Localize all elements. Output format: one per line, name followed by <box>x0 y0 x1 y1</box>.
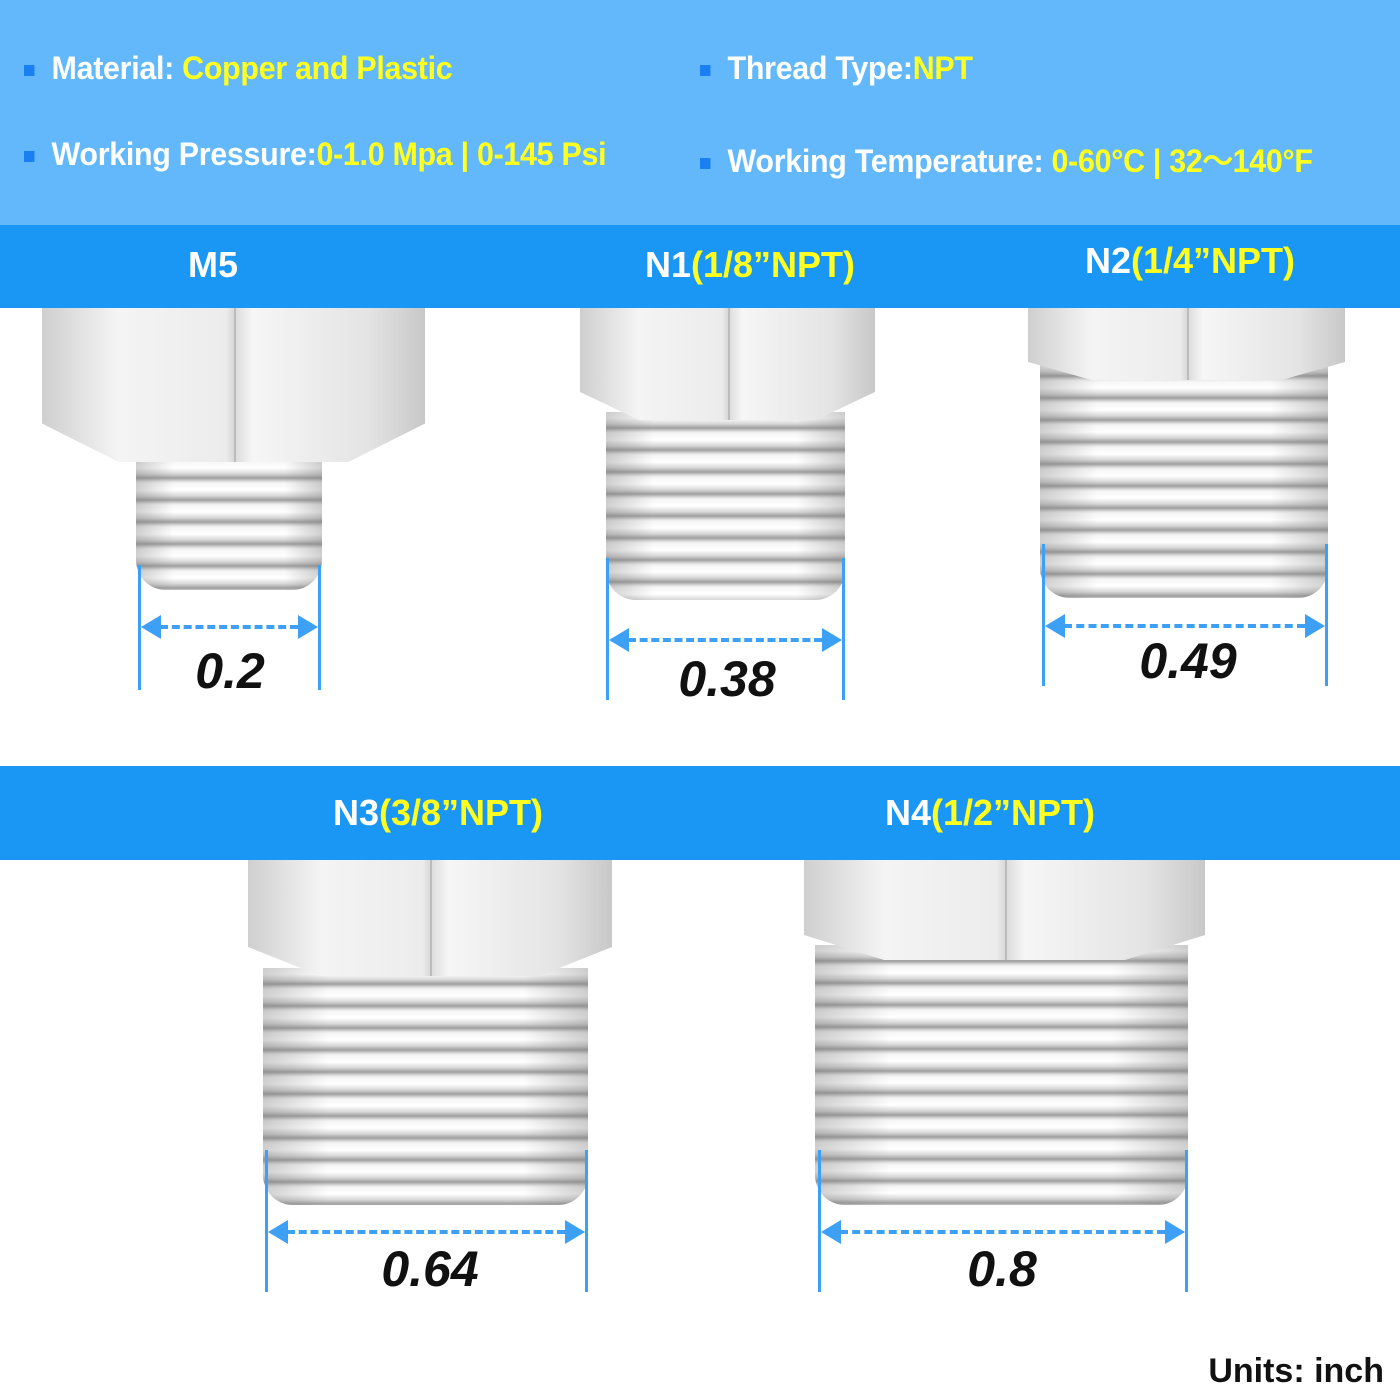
dimension-dash <box>287 1230 565 1234</box>
hex-body-image <box>248 860 612 976</box>
fitting-code: N4 <box>884 792 931 833</box>
thread-image <box>136 462 322 590</box>
spec-label: Thread Type: <box>727 50 913 86</box>
arrow-left-icon <box>609 628 629 652</box>
thread-image <box>263 968 588 1205</box>
title-band-top <box>0 225 1400 308</box>
thread-image <box>606 412 845 600</box>
arrow-left-icon <box>821 1220 841 1244</box>
spec-value: NPT <box>912 50 973 86</box>
dimension-line-left <box>818 1150 821 1292</box>
spec-value: 0-1.0 Mpa | 0-145 Psi <box>316 136 607 172</box>
spec-value: Copper and Plastic <box>182 50 453 86</box>
arrow-right-icon <box>565 1220 585 1244</box>
bullet-icon <box>24 151 35 163</box>
dimension-value: 0.8 <box>967 1241 1037 1297</box>
hex-body-image <box>1028 308 1345 380</box>
hex-body-image <box>580 308 875 420</box>
dimension-line-right <box>1185 1150 1188 1292</box>
dimension-value: 0.64 <box>381 1241 479 1297</box>
arrow-right-icon <box>1165 1220 1185 1244</box>
spec-working-pressure: Working Pressure:0-1.0 Mpa | 0-145 Psi <box>24 136 607 173</box>
spec-value: 0-60°C | 32～140°F <box>1051 143 1313 179</box>
fitting-title: N4(1/2”NPT) <box>885 792 1095 834</box>
spec-label: Working Pressure: <box>51 136 317 172</box>
dimension-line-left <box>265 1150 268 1292</box>
arrow-left-icon <box>268 1220 288 1244</box>
fitting-size: (1/4”NPT) <box>1131 240 1296 281</box>
dimension-line-left <box>1042 544 1045 686</box>
fitting-size: (1/8”NPT) <box>691 244 856 285</box>
dimension-line-right <box>1325 544 1328 686</box>
fitting-title: N1(1/8”NPT) <box>645 244 855 286</box>
arrow-left-icon <box>141 615 161 639</box>
units-label: Units: inch <box>1208 1352 1384 1390</box>
dimension-line-left <box>138 565 141 690</box>
dimension-line-right <box>585 1150 588 1292</box>
dimension-dash <box>628 638 822 642</box>
dimension-line-left <box>606 558 609 700</box>
arrow-right-icon <box>1305 614 1325 638</box>
fitting-title: N2(1/4”NPT) <box>1085 240 1295 282</box>
dimension-dash <box>160 625 298 629</box>
hex-body-image <box>804 860 1205 960</box>
spec-working-temperature: Working Temperature: 0-60°C | 32～140°F <box>700 136 1313 182</box>
fitting-code: M5 <box>187 244 239 285</box>
spec-thread-type: Thread Type:NPT <box>700 50 973 87</box>
arrow-right-icon <box>298 615 318 639</box>
bullet-icon <box>700 158 711 170</box>
arrow-right-icon <box>822 628 842 652</box>
dimension-line-right <box>842 558 845 700</box>
title-band-bottom <box>0 766 1400 860</box>
dimension-value: 0.2 <box>195 643 265 699</box>
dimension-value: 0.38 <box>678 651 776 707</box>
thread-image <box>1040 360 1328 598</box>
fitting-code: N2 <box>1084 240 1131 281</box>
bullet-icon <box>700 65 711 77</box>
fitting-code: N1 <box>644 244 691 285</box>
dimension-dash <box>840 1230 1165 1234</box>
dimension-value: 0.49 <box>1139 633 1237 689</box>
bullet-icon <box>24 65 35 77</box>
fitting-size: (1/2”NPT) <box>931 792 1096 833</box>
fitting-size: (3/8”NPT) <box>379 792 544 833</box>
dimension-dash <box>1064 624 1305 628</box>
fitting-title: M5 <box>188 244 238 286</box>
spec-label: Working Temperature: <box>727 143 1052 179</box>
thread-image <box>815 945 1188 1205</box>
fitting-code: N3 <box>332 792 379 833</box>
dimension-line-right <box>318 565 321 690</box>
spec-material: Material: Copper and Plastic <box>24 50 453 87</box>
arrow-left-icon <box>1045 614 1065 638</box>
spec-label: Material: <box>51 50 183 86</box>
hex-body-image <box>42 308 425 462</box>
fitting-title: N3(3/8”NPT) <box>333 792 543 834</box>
spec-header: Material: Copper and Plastic Thread Type… <box>0 0 1400 225</box>
